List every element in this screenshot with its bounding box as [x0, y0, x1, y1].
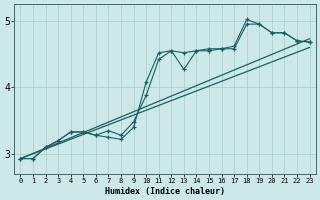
X-axis label: Humidex (Indice chaleur): Humidex (Indice chaleur): [105, 187, 225, 196]
